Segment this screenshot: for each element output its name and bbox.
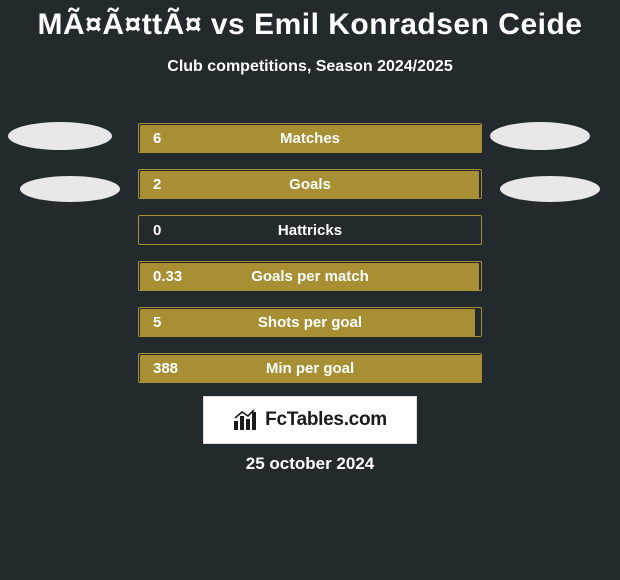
snapshot-date: 25 october 2024 xyxy=(0,454,620,474)
stat-bar-track: 0.33Goals per match xyxy=(138,261,482,291)
page-title: MÃ¤Ã¤ttÃ¤ vs Emil Konradsen Ceide xyxy=(0,0,620,42)
brand-badge: FcTables.com xyxy=(203,396,417,444)
stat-label: Hattricks xyxy=(139,222,481,239)
player-ellipse xyxy=(8,122,112,150)
stat-bar-track: 5Shots per goal xyxy=(138,307,482,337)
stat-label: Min per goal xyxy=(139,360,481,377)
brand-text: FcTables.com xyxy=(265,409,387,431)
stat-bar-track: 0Hattricks xyxy=(138,215,482,245)
stat-label: Shots per goal xyxy=(139,314,481,331)
stat-bar-track: 2Goals xyxy=(138,169,482,199)
stat-bar-track: 388Min per goal xyxy=(138,353,482,383)
season-subtitle: Club competitions, Season 2024/2025 xyxy=(0,58,620,76)
stat-label: Goals per match xyxy=(139,268,481,285)
player-ellipse xyxy=(20,176,120,202)
brand-chart-icon xyxy=(233,409,259,431)
stat-label: Goals xyxy=(139,176,481,193)
stat-label: Matches xyxy=(139,130,481,147)
player-ellipse xyxy=(500,176,600,202)
player-ellipse xyxy=(490,122,590,150)
stat-bar-track: 6Matches xyxy=(138,123,482,153)
